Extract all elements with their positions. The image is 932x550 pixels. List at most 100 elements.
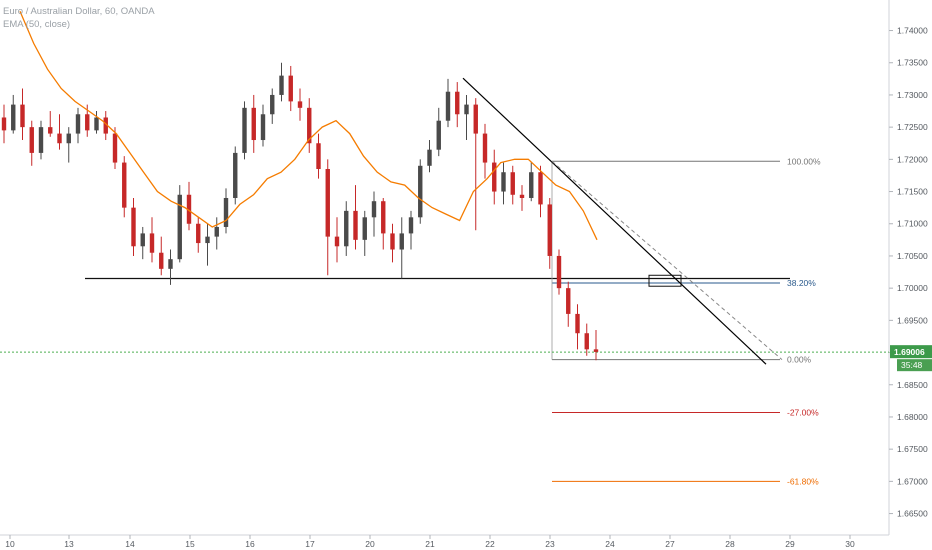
candle-body	[103, 117, 108, 134]
candle-body	[381, 201, 386, 234]
time-tick-label: 30	[845, 539, 855, 549]
candle-body	[436, 120, 441, 150]
candle-body	[344, 210, 349, 247]
fib-levels: 100.00% 38.20% 0.00% -27.00% -61.80%	[551, 156, 821, 486]
countdown-badge-bg	[897, 359, 932, 372]
candle-body	[473, 104, 478, 134]
candle-body	[214, 226, 219, 237]
candle-body	[547, 204, 552, 256]
candle-body	[371, 201, 377, 218]
trendline-projection	[551, 160, 783, 361]
countdown-badge-text: 35:48	[901, 360, 923, 370]
candle-body	[556, 255, 562, 289]
candle-body	[149, 233, 155, 253]
candle-body	[205, 236, 210, 244]
time-tick-label: 17	[305, 539, 315, 549]
candle-body	[131, 207, 136, 247]
price-tick-label: 1.73000	[897, 90, 928, 100]
candle-body	[85, 114, 90, 131]
time-tick-label: 22	[485, 539, 495, 549]
candle-body	[297, 101, 303, 108]
candle-body	[492, 162, 497, 192]
candle-body	[418, 165, 423, 218]
time-tick-label: 24	[605, 539, 615, 549]
time-tick-label: 10	[5, 539, 15, 549]
candle-body	[57, 133, 62, 144]
price-tick-label: 1.69500	[897, 315, 928, 325]
candle-body	[66, 133, 71, 144]
candle-body	[593, 349, 599, 352]
time-tick-label: 27	[665, 539, 675, 549]
candle-body	[11, 104, 16, 131]
price-tick-label: 1.70500	[897, 251, 928, 261]
price-tick-label: 1.72000	[897, 154, 928, 164]
candle-body	[279, 75, 284, 95]
price-badge: 1.69006	[890, 345, 932, 359]
time-tick-label: 23	[545, 539, 555, 549]
price-tick-label: 1.68500	[897, 380, 928, 390]
time-tick-label: 21	[425, 539, 435, 549]
candle-body	[38, 127, 44, 153]
trendline	[462, 77, 767, 365]
fib-label: -61.80%	[787, 476, 819, 486]
candle-body	[566, 288, 571, 314]
fib-label: 38.20%	[787, 278, 816, 288]
candle-body	[455, 91, 460, 115]
fib-label: -27.00%	[787, 407, 819, 417]
time-tick-label: 20	[365, 539, 375, 549]
candle-body	[122, 162, 127, 208]
candle-body	[399, 233, 404, 250]
candle-body	[334, 236, 340, 247]
candle-body	[538, 172, 543, 205]
candle-body	[482, 133, 488, 163]
candle-body	[168, 259, 173, 269]
candle-body	[501, 172, 506, 192]
chart-title: Euro / Australian Dollar, 60, OANDA	[3, 6, 155, 17]
chart-header: Euro / Australian Dollar, 60, OANDA EMA …	[3, 5, 155, 31]
candle-body	[223, 197, 229, 227]
candle-body	[196, 223, 201, 244]
fib-label: 0.00%	[787, 355, 812, 365]
candle-body	[177, 194, 182, 260]
price-tick-label: 1.72500	[897, 122, 928, 132]
candle-body	[325, 169, 330, 237]
candle-body	[159, 252, 164, 269]
candle-body	[242, 107, 247, 153]
candle-body	[575, 313, 580, 334]
candle-body	[445, 91, 451, 121]
target-box	[648, 274, 682, 287]
candle-body	[307, 107, 312, 144]
candle-body	[270, 94, 275, 115]
price-tick-label: 1.73500	[897, 58, 928, 68]
candle-body	[20, 104, 25, 128]
candle-body	[48, 127, 53, 134]
candle-body	[353, 210, 358, 240]
candle-body	[112, 133, 118, 163]
candle-body	[75, 114, 81, 134]
price-tick-label: 1.71000	[897, 219, 928, 229]
countdown-badge: 35:48	[897, 359, 932, 372]
indicator-label: EMA (50, close)	[3, 19, 71, 30]
price-axis: 1.74000 1.73500 1.73000 1.72500 1.72000 1.715…	[889, 26, 928, 519]
candle-body	[529, 172, 534, 198]
time-tick-label: 13	[64, 539, 74, 549]
time-tick-label: 29	[785, 539, 795, 549]
time-tick-label: 16	[245, 539, 255, 549]
candle-body	[94, 117, 99, 131]
candle-body	[408, 217, 414, 234]
candle-body	[427, 149, 432, 166]
candle-body	[288, 75, 293, 102]
candle-body	[316, 143, 321, 170]
candle-body	[186, 194, 192, 224]
candle-body	[362, 217, 367, 240]
price-tick-label: 1.66500	[897, 509, 928, 519]
price-tick-label: 1.67500	[897, 444, 928, 454]
time-tick-label: 14	[125, 539, 135, 549]
fib-label: 100.00%	[787, 156, 821, 166]
time-tick-label: 28	[725, 539, 735, 549]
candle-body	[251, 107, 256, 141]
price-badge-bg	[890, 345, 932, 359]
candles	[1, 62, 599, 361]
candle-body	[519, 194, 525, 198]
